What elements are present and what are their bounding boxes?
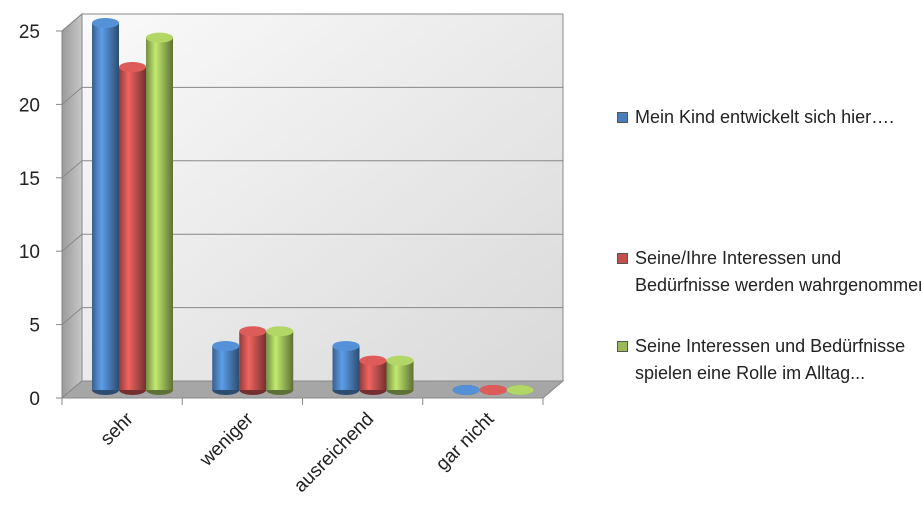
bar-body bbox=[239, 331, 267, 390]
grid-line bbox=[61, 86, 563, 105]
grid-line bbox=[61, 233, 563, 252]
bar bbox=[92, 18, 119, 395]
bar-top bbox=[359, 355, 387, 366]
bar-top bbox=[92, 18, 119, 28]
legend-label: Mein Kind entwickelt sich hier…. bbox=[635, 107, 895, 127]
bar bbox=[386, 355, 414, 395]
bar-top bbox=[119, 62, 146, 73]
y-tick-label: 10 bbox=[19, 242, 40, 263]
bar bbox=[239, 326, 267, 395]
bar-top bbox=[146, 32, 173, 43]
bar-top bbox=[506, 385, 534, 395]
legend-swatch bbox=[617, 341, 628, 352]
legend-item: Mein Kind entwickelt sich hier…. bbox=[617, 104, 921, 131]
grid-line bbox=[61, 160, 563, 179]
y-tick-label: 25 bbox=[19, 22, 40, 43]
y-tick-label: 15 bbox=[19, 169, 40, 190]
legend-swatch bbox=[617, 112, 628, 123]
x-tick-label: gar nicht bbox=[432, 408, 499, 475]
bar-top bbox=[452, 385, 480, 395]
bar-top bbox=[212, 340, 240, 351]
side-wall bbox=[61, 12, 83, 400]
x-tick-label: sehr bbox=[97, 408, 138, 449]
bar-body bbox=[332, 345, 360, 390]
bar bbox=[359, 355, 387, 395]
y-tick-label: 20 bbox=[19, 95, 40, 116]
x-tick-label: ausreichend bbox=[290, 409, 378, 497]
bar bbox=[146, 32, 173, 395]
bar-top bbox=[239, 326, 267, 337]
bar-body bbox=[146, 37, 173, 391]
bar bbox=[266, 326, 294, 395]
bar-top bbox=[386, 355, 414, 366]
y-tick-label: 5 bbox=[29, 316, 40, 337]
bar-top bbox=[332, 340, 360, 351]
grid-line bbox=[61, 307, 563, 325]
bar-body bbox=[119, 67, 146, 390]
legend-label: Seine Interessen und Bedürfnisse spielen… bbox=[635, 336, 906, 383]
bar-top bbox=[479, 385, 507, 395]
bar bbox=[332, 340, 360, 395]
bar bbox=[212, 340, 240, 395]
legend-label: Seine/Ihre Interessen und Bedürfnisse we… bbox=[635, 248, 921, 295]
bar bbox=[452, 385, 480, 395]
bar-body bbox=[212, 345, 240, 390]
bar bbox=[119, 62, 146, 395]
y-tick-label: 0 bbox=[29, 389, 40, 410]
bar bbox=[479, 385, 507, 395]
bar-body bbox=[92, 23, 119, 390]
bar-body bbox=[266, 331, 294, 390]
legend-swatch bbox=[617, 253, 628, 264]
legend-item: Seine Interessen und Bedürfnisse spielen… bbox=[617, 333, 921, 387]
grid-line bbox=[61, 13, 563, 32]
bar bbox=[506, 385, 534, 395]
legend-item: Seine/Ihre Interessen und Bedürfnisse we… bbox=[617, 245, 921, 299]
x-tick-label: weniger bbox=[195, 408, 258, 471]
bar-top bbox=[266, 326, 294, 337]
